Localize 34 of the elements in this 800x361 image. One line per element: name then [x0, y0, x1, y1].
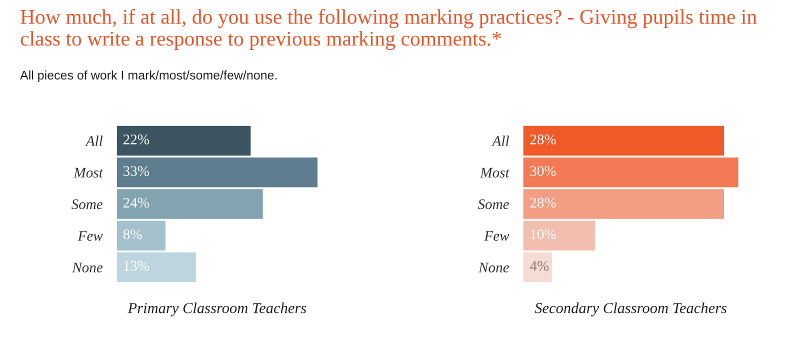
data-label: 33% [124, 166, 150, 176]
data-label: 28% [530, 134, 556, 144]
data-label: 4% [530, 261, 549, 271]
y-tick-label: Few [484, 231, 510, 241]
y-tick-label: Some [478, 199, 509, 210]
y-tick-label: None [72, 262, 103, 272]
bar [116, 252, 196, 282]
y-tick-label: Most [74, 168, 104, 178]
data-label: 30% [530, 166, 556, 176]
y-tick-label: None [478, 262, 509, 272]
bar [116, 220, 166, 250]
text: How much, if at all, do you use the following marking practices? - Giving pupils time in class to write a response to previous marking comments.* [20, 9, 757, 50]
data-label: 13% [124, 261, 150, 271]
bar [523, 252, 552, 282]
chart-subtitle: All pieces of work I mark/most/some/few/none. [20, 70, 277, 82]
y-tick-label: Most [480, 168, 510, 178]
x-axis-title: Secondary Classroom Teachers [534, 302, 727, 316]
bar [116, 157, 318, 188]
bar [116, 189, 263, 219]
bar [116, 126, 251, 156]
y-tick-label: All [85, 136, 103, 146]
bar [523, 157, 738, 188]
bar [523, 126, 724, 156]
y-tick-label: Some [71, 199, 103, 210]
data-label: 10% [530, 229, 556, 240]
bar [523, 220, 595, 250]
data-label: 28% [530, 198, 556, 208]
y-tick-label: Few [78, 231, 103, 241]
x-axis-title: Primary Classroom Teachers [128, 302, 306, 316]
data-label: 8% [123, 229, 142, 240]
bar [523, 189, 724, 219]
y-tick-label: All [492, 136, 509, 146]
data-label: 24% [123, 198, 150, 208]
data-label: 22% [123, 134, 150, 144]
